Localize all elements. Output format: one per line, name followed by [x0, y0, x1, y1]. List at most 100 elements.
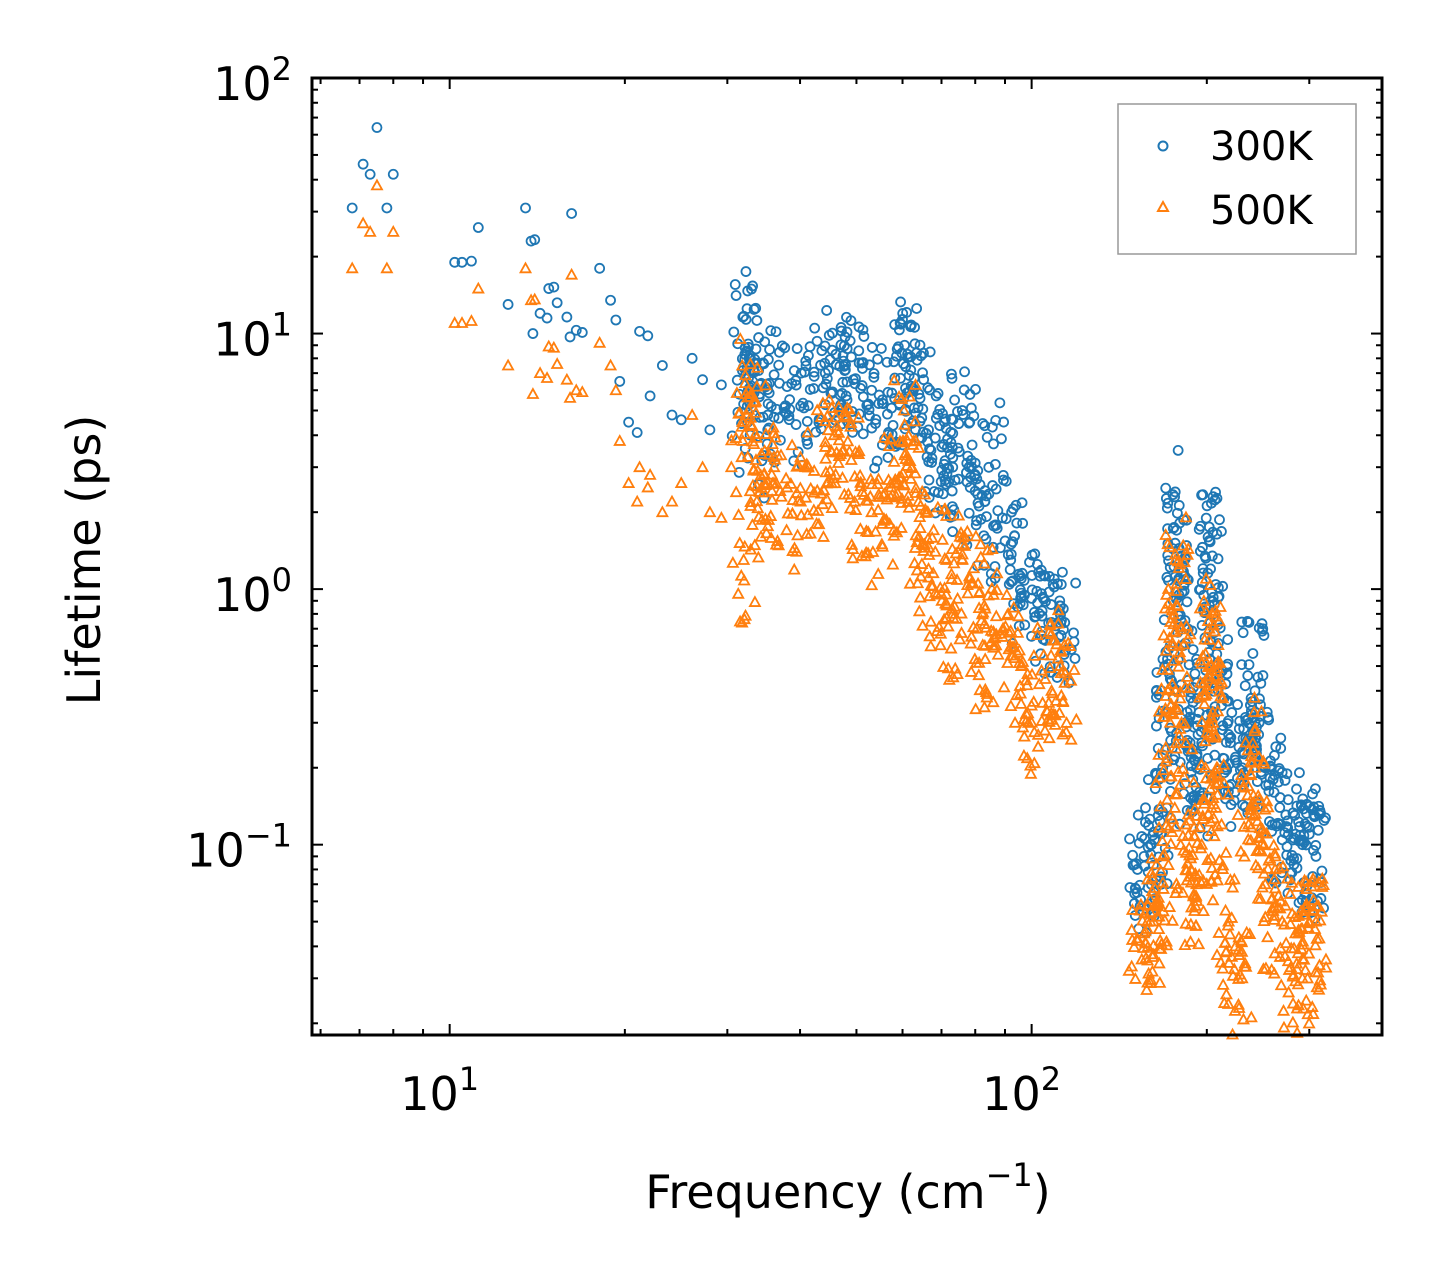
- data-point-500K-cluster: [826, 471, 840, 484]
- data-point-500K-cluster: [934, 638, 948, 651]
- data-point-500K-cluster: [954, 606, 968, 619]
- data-point-500K-cluster: [1238, 956, 1252, 969]
- data-point-300K-cluster: [1252, 671, 1264, 683]
- x-tick-label-base: 10: [400, 1067, 459, 1121]
- data-point-300K-cluster: [765, 325, 777, 337]
- data-point-300K-cluster: [947, 452, 959, 464]
- data-point-500K: [898, 417, 912, 430]
- data-point-500K-cluster: [1169, 736, 1183, 749]
- data-point-500K-cluster: [1261, 930, 1275, 943]
- data-point-300K-cluster: [1039, 667, 1051, 679]
- data-point-300K-cluster: [839, 365, 851, 376]
- data-point-300K: [614, 375, 626, 387]
- data-point-300K-cluster: [994, 397, 1006, 409]
- data-point-300K-cluster: [983, 461, 995, 473]
- data-point-300K: [381, 202, 393, 214]
- data-point-500K-cluster: [869, 524, 883, 537]
- data-point-500K: [1215, 817, 1229, 830]
- data-point-500K-cluster: [972, 601, 986, 613]
- data-point-500K-cluster: [1211, 775, 1225, 788]
- data-point-500K-cluster: [840, 401, 854, 414]
- data-point-500K-cluster: [1001, 606, 1015, 619]
- data-point-500K-cluster: [1200, 877, 1214, 889]
- data-point-500K-cluster: [749, 453, 763, 465]
- data-point-500K-cluster: [749, 394, 763, 407]
- data-point-300K: [594, 262, 606, 274]
- data-point-500K-cluster: [1012, 609, 1026, 622]
- data-point-500K-cluster: [1164, 837, 1178, 849]
- data-point-300K-cluster: [1301, 820, 1313, 832]
- data-point-500K: [622, 476, 636, 488]
- data-point-500K-cluster: [1315, 871, 1329, 884]
- data-point-300K-cluster: [841, 376, 853, 388]
- data-point-300K-cluster: [1222, 715, 1234, 727]
- data-point-300K-cluster: [1255, 677, 1267, 689]
- data-point-300K-cluster: [990, 414, 1002, 426]
- y-tick-label: 102: [213, 50, 292, 111]
- data-point-300K-cluster: [762, 409, 774, 421]
- data-point-300K: [644, 390, 656, 402]
- data-point-300K-cluster: [1069, 653, 1081, 664]
- data-point-500K-cluster: [787, 562, 801, 575]
- data-point-500K-cluster: [1069, 712, 1083, 725]
- data-point-500K-cluster: [1299, 900, 1313, 912]
- data-point-500K-cluster: [1201, 807, 1215, 819]
- data-point-500K-cluster: [1152, 770, 1166, 783]
- data-point-500K-cluster: [1162, 631, 1176, 643]
- data-point-300K-cluster: [868, 368, 880, 379]
- data-point-300K-cluster: [903, 386, 915, 397]
- data-point-500K-cluster: [1145, 870, 1159, 883]
- data-point-300K-cluster: [1016, 497, 1028, 509]
- data-point-500K-cluster: [1165, 825, 1179, 838]
- data-point-300K: [704, 424, 716, 436]
- data-point-300K-cluster: [1279, 774, 1291, 786]
- data-point-500K-cluster: [1282, 985, 1296, 998]
- data-point-500K-cluster: [1140, 983, 1154, 995]
- data-point-500K: [386, 225, 400, 237]
- x-tick-label-exponent: 2: [1041, 1060, 1061, 1098]
- data-point-300K-cluster: [933, 487, 944, 498]
- data-point-500K-cluster: [1056, 727, 1070, 740]
- x-axis-label-exponent: −1: [986, 1156, 1033, 1194]
- x-axis-label-suffix: ): [1033, 1165, 1051, 1219]
- data-point-500K-cluster: [941, 619, 955, 632]
- data-point-500K-cluster: [984, 635, 998, 647]
- data-point-300K-cluster: [1237, 627, 1249, 639]
- data-point-500K-cluster: [986, 624, 1001, 637]
- data-point-500K-cluster: [1277, 917, 1291, 930]
- data-point-300K-cluster: [800, 355, 812, 367]
- data-point-300K-cluster: [1005, 548, 1017, 560]
- data-point-500K-cluster: [1299, 882, 1314, 894]
- data-point-300K: [889, 372, 901, 384]
- data-point-500K-cluster: [1180, 547, 1195, 560]
- data-point-500K-cluster: [1176, 829, 1190, 842]
- data-point-300K-cluster: [1151, 667, 1163, 678]
- data-point-300K-cluster: [1016, 567, 1028, 579]
- data-point-300K-cluster: [778, 402, 790, 414]
- data-point-300K-cluster: [840, 359, 851, 371]
- data-point-500K-cluster: [889, 489, 903, 502]
- data-point-500K-cluster: [955, 537, 969, 550]
- data-point-500K: [455, 316, 469, 328]
- x-axis-label: Frequency (cm−1): [645, 1156, 1050, 1219]
- data-point-300K: [686, 352, 698, 364]
- data-point-500K-cluster: [1210, 819, 1224, 832]
- data-point-500K-cluster: [944, 641, 958, 654]
- data-point-500K-cluster: [924, 639, 938, 652]
- data-point-500K-cluster: [1180, 670, 1194, 682]
- data-point-500K-cluster: [820, 409, 834, 422]
- data-point-300K-cluster: [731, 374, 743, 386]
- data-point-300K-cluster: [1031, 559, 1043, 570]
- data-point-300K-cluster: [1198, 589, 1210, 601]
- data-point-500K-cluster: [1234, 844, 1248, 857]
- data-point-500K: [593, 335, 607, 348]
- data-point-300K-cluster: [949, 394, 961, 406]
- data-point-500K: [1195, 837, 1209, 850]
- data-point-300K-cluster: [976, 490, 988, 501]
- data-point-500K-cluster: [1139, 936, 1153, 949]
- data-point-300K: [1308, 844, 1319, 856]
- data-point-500K-cluster: [1296, 907, 1310, 920]
- data-point-500K-cluster: [1189, 919, 1203, 931]
- data-point-500K: [633, 460, 647, 473]
- data-point-300K-cluster: [923, 474, 935, 486]
